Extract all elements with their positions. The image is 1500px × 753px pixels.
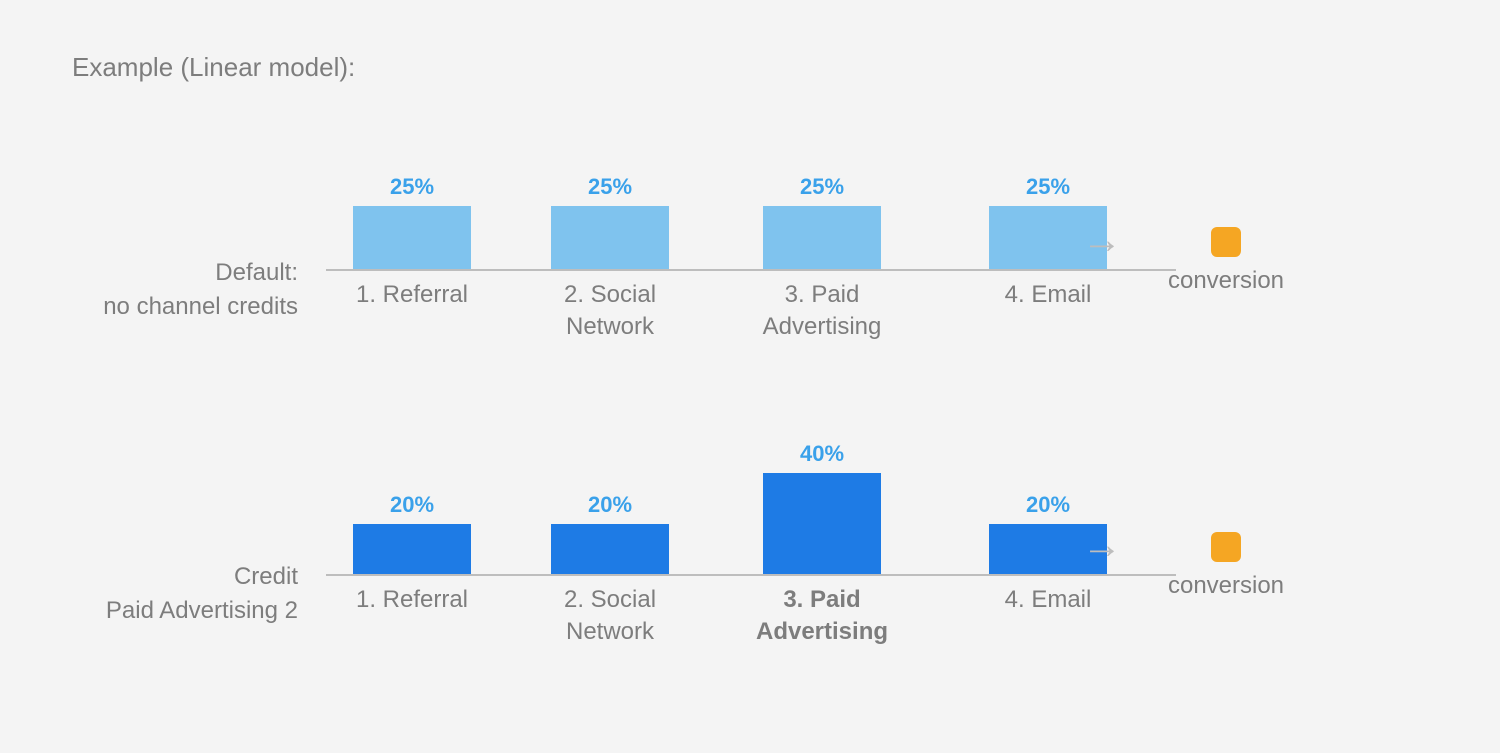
bar-label-line: 3. Paid: [727, 584, 917, 616]
row-label: Default:no channel credits: [0, 256, 298, 323]
bar-group: 20% 2. SocialNetwork: [515, 492, 705, 649]
row-label-line: no channel credits: [0, 290, 298, 324]
bar: [551, 206, 669, 269]
chart-canvas: Example (Linear model): Default:no channe…: [0, 0, 1500, 753]
conversion-chip: [1211, 227, 1241, 257]
chart-title: Example (Linear model):: [72, 52, 355, 83]
bar-label-line: 1. Referral: [317, 279, 507, 311]
bar-value: 20%: [515, 492, 705, 518]
bar: [551, 524, 669, 574]
conversion-label: conversion: [1146, 572, 1306, 600]
bar-group: 25% 1. Referral: [317, 174, 507, 311]
bar-label-line: 4. Email: [953, 584, 1143, 616]
row-label-line: Credit: [0, 560, 298, 594]
conversion-chip: [1211, 532, 1241, 562]
bar-label: 2. SocialNetwork: [515, 279, 705, 344]
row-label-line: Paid Advertising 2: [0, 594, 298, 628]
bar-label-line: 4. Email: [953, 279, 1143, 311]
bar-value: 40%: [727, 441, 917, 467]
conversion-label: conversion: [1146, 267, 1306, 295]
bar: [763, 473, 881, 574]
bar-value: 25%: [515, 174, 705, 200]
arrow-right-icon: →: [1082, 218, 1122, 263]
bar-group: 20% 1. Referral: [317, 492, 507, 616]
bar-group: 40% 3. PaidAdvertising: [727, 441, 917, 649]
bar-group: 25% 2. SocialNetwork: [515, 174, 705, 344]
bar-label-line: Network: [515, 311, 705, 343]
bar-label: 3. PaidAdvertising: [727, 584, 917, 649]
bar-label-line: Advertising: [727, 616, 917, 648]
bar: [353, 524, 471, 574]
bar-label-line: 3. Paid: [727, 279, 917, 311]
result: →conversion: [1146, 522, 1306, 600]
bar-value: 20%: [953, 492, 1143, 518]
row-label: CreditPaid Advertising 2: [0, 560, 298, 627]
bar-value: 25%: [317, 174, 507, 200]
bar-label: 4. Email: [953, 279, 1143, 311]
bar-label-line: 1. Referral: [317, 584, 507, 616]
result: →conversion: [1146, 217, 1306, 295]
bar-group: 25% 3. PaidAdvertising: [727, 174, 917, 344]
bar-label-line: 2. Social: [515, 279, 705, 311]
arrow-right-icon: →: [1082, 523, 1122, 568]
bar-value: 25%: [953, 174, 1143, 200]
bar: [763, 206, 881, 269]
bar-label: 2. SocialNetwork: [515, 584, 705, 649]
bar-label: 4. Email: [953, 584, 1143, 616]
bar-label: 1. Referral: [317, 279, 507, 311]
row-label-line: Default:: [0, 256, 298, 290]
bar-label-line: 2. Social: [515, 584, 705, 616]
bar-label-line: Advertising: [727, 311, 917, 343]
bar-value: 25%: [727, 174, 917, 200]
bar-label-line: Network: [515, 616, 705, 648]
bar-label: 3. PaidAdvertising: [727, 279, 917, 344]
bar: [353, 206, 471, 269]
bar-label: 1. Referral: [317, 584, 507, 616]
bar-value: 20%: [317, 492, 507, 518]
